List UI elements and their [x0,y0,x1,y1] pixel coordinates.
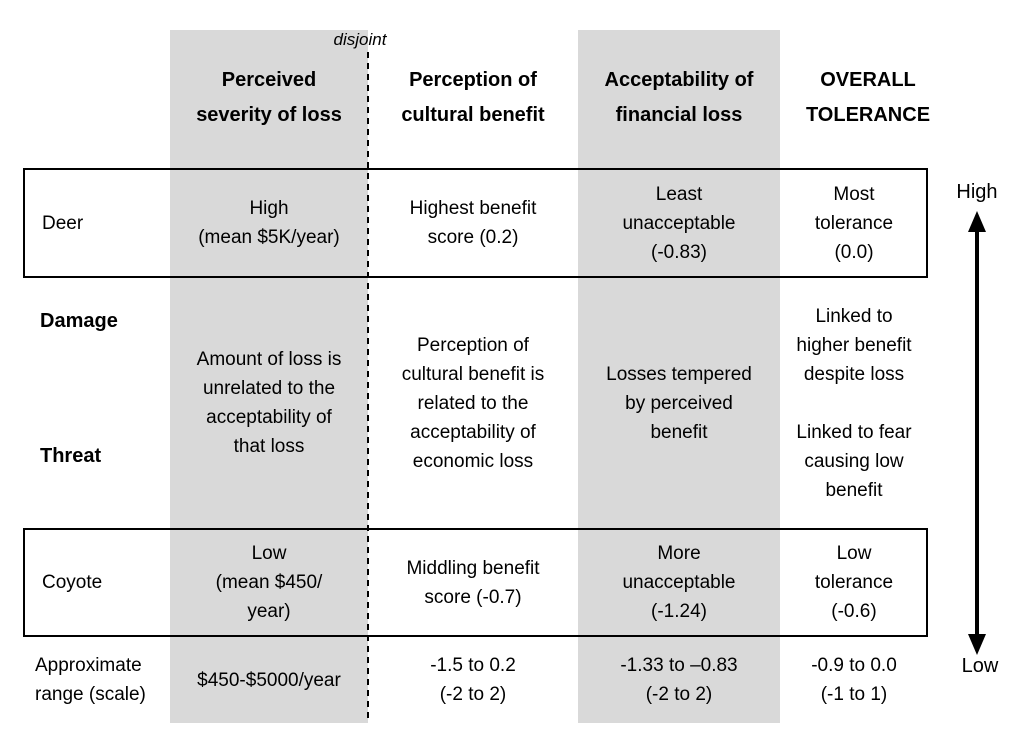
deer-tolerance-cell: Most tolerance (0.0) [814,183,894,263]
header-perceived-severity: Perceived severity of loss [196,69,342,126]
deer-row-box [23,168,928,278]
range-benefit-cell: -1.5 to 0.2 (-2 to 2) [430,655,516,705]
disjoint-label: disjoint [333,30,387,49]
range-acceptability-cell: -1.33 to –0.83 (-2 to 2) [620,655,738,705]
range-severity-cell: $450-$5000/year [197,669,341,691]
shaded-column-severity [170,30,368,723]
damage-label: Damage [40,310,118,332]
mid-severity-cell: Amount of loss is unrelated to the accep… [196,349,342,457]
axis-high-label: High [956,181,998,203]
range-tolerance-cell: -0.9 to 0.0 (-1 to 1) [811,655,897,705]
header-overall-tolerance: OVERALL TOLERANCE [805,69,931,126]
mid-tolerance-benefit-text: Linked to higher benefit despite loss [796,305,912,385]
header-financial-acceptability: Acceptability of financial loss [604,69,754,126]
deer-benefit-cell: Highest benefit score (0.2) [409,198,537,248]
coyote-row-box [23,528,928,637]
coyote-severity-cell: Low (mean $450/ year) [215,543,323,622]
disjoint-divider-dashed-line [367,52,369,723]
range-row-label: Approximate range (scale) [35,655,146,705]
coyote-row-label: Coyote [42,572,103,593]
header-cultural-benefit: Perception of cultural benefit [401,69,545,126]
coyote-acceptability-cell: More unacceptable (-1.24) [622,543,736,622]
deer-severity-cell: High (mean $5K/year) [198,198,340,248]
axis-low-label: Low [961,655,999,677]
mid-tolerance-cell: Linked to higher benefit despite loss Li… [780,278,928,528]
coyote-benefit-cell: Middling benefit score (-0.7) [406,557,540,608]
mid-acceptability-cell: Losses tempered by perceived benefit [606,363,752,443]
mid-benefit-cell: Perception of cultural benefit is relate… [401,334,545,472]
deer-row-label: Deer [42,212,84,234]
mid-tolerance-fear-text: Linked to fear causing low benefit [796,421,912,501]
coyote-tolerance-cell: Low tolerance (-0.6) [814,543,894,622]
tolerance-axis-arrow-icon [968,211,986,655]
deer-acceptability-cell: Least unacceptable (-0.83) [622,183,736,263]
threat-label: Threat [40,445,102,467]
shaded-column-acceptability [578,30,780,723]
